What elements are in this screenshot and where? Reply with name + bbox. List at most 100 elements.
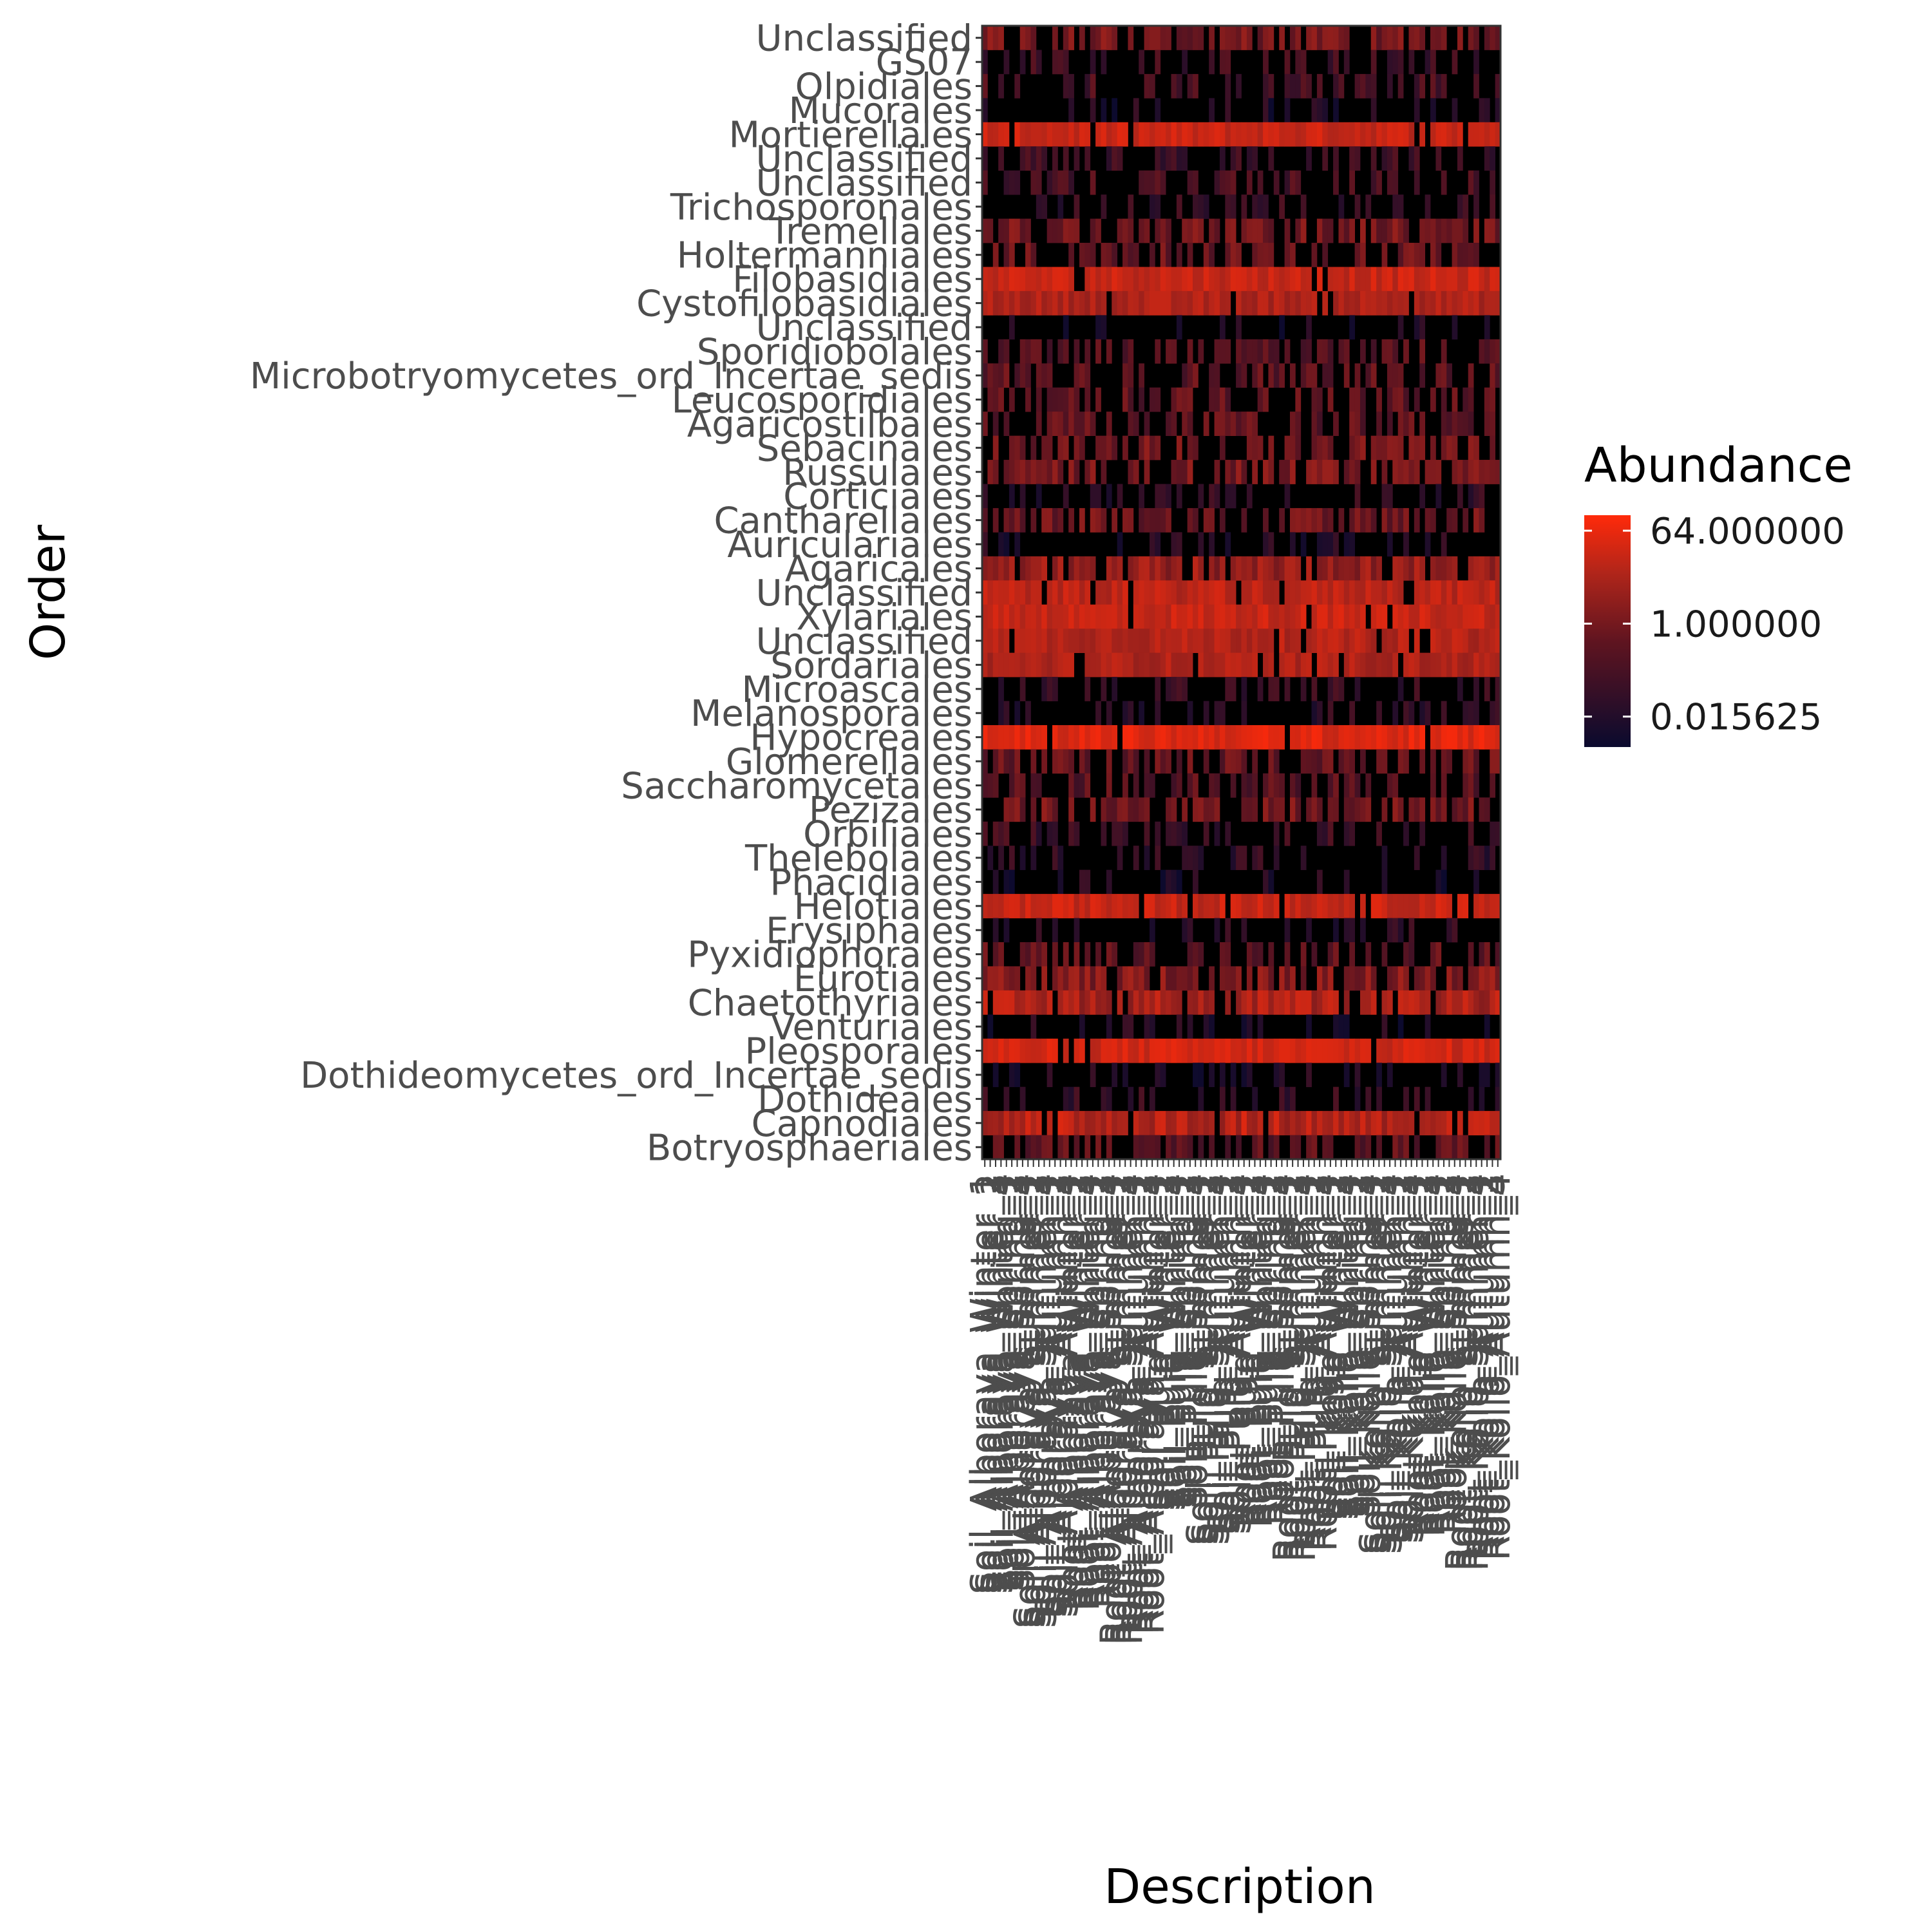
heatmap-cell bbox=[1101, 1086, 1107, 1112]
heatmap-cell bbox=[1343, 894, 1350, 918]
heatmap-cell bbox=[1370, 435, 1377, 460]
heatmap-cell bbox=[1349, 170, 1355, 195]
heatmap-cell bbox=[1289, 580, 1296, 605]
heatmap-cell bbox=[1046, 629, 1053, 654]
heatmap-cell bbox=[1263, 580, 1269, 605]
heatmap-cell bbox=[1316, 387, 1323, 412]
x-tick-label: Soil_Puig_Summer_1 bbox=[1180, 1173, 1222, 1546]
heatmap-cell bbox=[1101, 797, 1107, 822]
heatmap-cell bbox=[1252, 435, 1258, 460]
heatmap-cell bbox=[1354, 629, 1361, 654]
heatmap-cell bbox=[1338, 556, 1345, 581]
heatmap-cell bbox=[1214, 412, 1220, 436]
heatmap-cell bbox=[1101, 435, 1107, 460]
heatmap-cell bbox=[1343, 629, 1350, 654]
heatmap-cell bbox=[1160, 556, 1166, 581]
heatmap-cell bbox=[1041, 749, 1048, 774]
heatmap-cell bbox=[1155, 1111, 1161, 1135]
heatmap-cell bbox=[1246, 484, 1253, 509]
heatmap-cell bbox=[1176, 1111, 1182, 1135]
heatmap-cell bbox=[1376, 1135, 1382, 1160]
heatmap-cell bbox=[1457, 894, 1463, 918]
heatmap-cell bbox=[1338, 749, 1345, 774]
heatmap-cell bbox=[1144, 629, 1150, 654]
heatmap-cell bbox=[1063, 942, 1069, 967]
heatmap-cell bbox=[1403, 942, 1409, 967]
heatmap-cell bbox=[1149, 290, 1155, 316]
heatmap-cell bbox=[1468, 604, 1474, 629]
heatmap-cell bbox=[1359, 918, 1366, 943]
heatmap-cell bbox=[1122, 821, 1128, 846]
heatmap-cell bbox=[1273, 122, 1280, 147]
heatmap-cell bbox=[1446, 363, 1452, 388]
heatmap-cell bbox=[1122, 1111, 1128, 1135]
heatmap-cell bbox=[1090, 170, 1096, 195]
heatmap-cell bbox=[1063, 1038, 1069, 1063]
heatmap-cell bbox=[1046, 267, 1053, 292]
heatmap-cell bbox=[982, 267, 988, 292]
heatmap-cell bbox=[1166, 797, 1171, 822]
heatmap-cell bbox=[1268, 339, 1274, 364]
heatmap-cell bbox=[1279, 556, 1285, 581]
heatmap-cell bbox=[1171, 652, 1177, 677]
heatmap-cell bbox=[1041, 604, 1048, 629]
heatmap-cell bbox=[1187, 629, 1193, 654]
heatmap-cell bbox=[987, 773, 994, 798]
heatmap-cell bbox=[1122, 1038, 1128, 1063]
heatmap-cell bbox=[1128, 1014, 1134, 1039]
heatmap-cell bbox=[1452, 652, 1458, 677]
heatmap-cell bbox=[1193, 869, 1198, 895]
heatmap-cell bbox=[1452, 387, 1458, 412]
heatmap-cell bbox=[982, 484, 988, 509]
heatmap-cell bbox=[1171, 339, 1177, 364]
heatmap-cell bbox=[1014, 894, 1021, 918]
heatmap-cell bbox=[1311, 677, 1318, 701]
heatmap-cell bbox=[1289, 243, 1296, 267]
heatmap-cell bbox=[1414, 507, 1420, 533]
heatmap-cell bbox=[1160, 652, 1166, 677]
heatmap-cell bbox=[1139, 170, 1144, 195]
heatmap-cell bbox=[1387, 363, 1393, 388]
heatmap-cell bbox=[1349, 532, 1355, 557]
heatmap-cell bbox=[1246, 724, 1253, 750]
heatmap-cell bbox=[1214, 629, 1220, 654]
heatmap-cell bbox=[1160, 749, 1166, 774]
heatmap-cell bbox=[1090, 797, 1096, 822]
heatmap-cell bbox=[1435, 26, 1442, 50]
heatmap-cell bbox=[1139, 942, 1144, 967]
heatmap-cell bbox=[1112, 604, 1118, 629]
heatmap-cell bbox=[1182, 146, 1188, 171]
heatmap-cell bbox=[987, 604, 994, 629]
heatmap-cell bbox=[992, 1111, 999, 1135]
heatmap-cell bbox=[1490, 894, 1496, 918]
heatmap-cell bbox=[1381, 629, 1388, 654]
y-tick-label: Auriculariales bbox=[727, 524, 972, 566]
heatmap-cell bbox=[1090, 1038, 1096, 1063]
heatmap-cell bbox=[1030, 507, 1037, 533]
heatmap-cell bbox=[1198, 26, 1204, 50]
heatmap-cell bbox=[1359, 966, 1366, 991]
heatmap-cell bbox=[1495, 942, 1501, 967]
heatmap-cell bbox=[1284, 339, 1291, 364]
heatmap-cell bbox=[1106, 26, 1112, 50]
heatmap-cell bbox=[1338, 580, 1345, 605]
heatmap-cell bbox=[1079, 122, 1085, 147]
heatmap-cell bbox=[1139, 507, 1144, 533]
heatmap-cell bbox=[1430, 460, 1436, 484]
heatmap-cell bbox=[1279, 1038, 1285, 1063]
heatmap-cell bbox=[1068, 966, 1074, 991]
heatmap-cell bbox=[1279, 26, 1285, 50]
heatmap-cell bbox=[1370, 580, 1377, 605]
heatmap-cell bbox=[1009, 966, 1015, 991]
heatmap-cell bbox=[1139, 122, 1144, 147]
x-tick-label: Root_Puig_Spring_2 bbox=[1250, 1173, 1292, 1526]
heatmap-cell bbox=[1452, 267, 1458, 292]
heatmap-cell bbox=[1268, 290, 1274, 316]
heatmap-cell bbox=[1128, 629, 1134, 654]
heatmap-cell bbox=[1025, 701, 1031, 726]
y-tick-label: Eurotiales bbox=[793, 958, 972, 1000]
heatmap-cell bbox=[1122, 387, 1128, 412]
heatmap-cell bbox=[1381, 846, 1388, 871]
x-tick-label: Soil_Kollo_Winter_1 bbox=[1309, 1173, 1351, 1520]
heatmap-cell bbox=[1300, 1038, 1307, 1063]
